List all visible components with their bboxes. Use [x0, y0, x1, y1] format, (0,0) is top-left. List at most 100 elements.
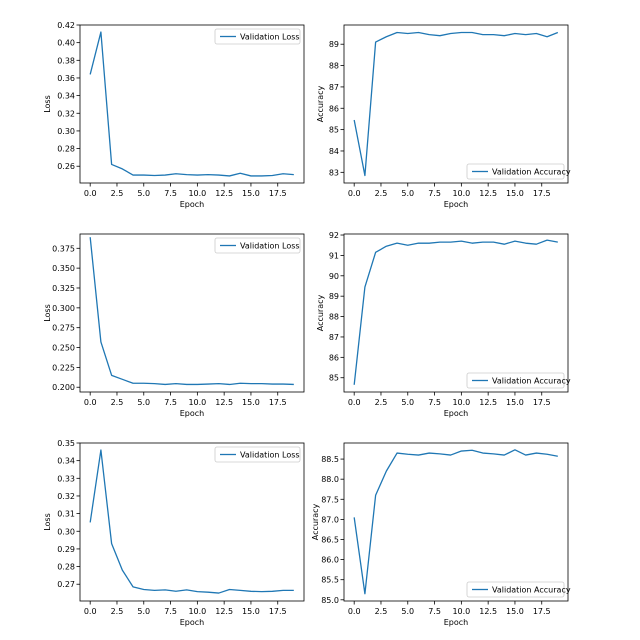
y-tick-label: 87: [329, 333, 339, 342]
y-tick-label: 0.28: [57, 563, 75, 572]
x-tick-label: 17.5: [533, 189, 551, 198]
legend: Validation Accuracy: [466, 581, 571, 598]
legend-label: Validation Loss: [240, 451, 300, 460]
y-tick-label: 0.275: [52, 324, 75, 333]
x-tick-label: 17.5: [269, 398, 287, 407]
y-tick-label: 0.34: [57, 92, 75, 101]
legend-label: Validation Accuracy: [492, 168, 571, 177]
x-tick-label: 15.0: [242, 189, 260, 198]
series-line-1: [353, 239, 558, 385]
subplot-2: 0.0 2.5 5.0 7.5 10.0 12.5 15.0 17.5 83 84 85 86 87 88…: [316, 24, 571, 209]
x-axis-label: Epoch: [444, 618, 469, 627]
axes-frame: [79, 24, 305, 184]
x-axis-label: Epoch: [180, 618, 205, 627]
y-axis-label: Loss: [43, 513, 52, 531]
x-tick-label: 2.5: [375, 398, 388, 407]
series-line-1: [353, 449, 558, 595]
y-tick-label: 88: [329, 313, 339, 322]
x-tick-label: 12.5: [479, 189, 497, 198]
x-tick-label: 7.5: [428, 189, 441, 198]
legend-box: [466, 581, 565, 598]
series-line-1: [89, 449, 294, 594]
subplot-5: 0.0 2.5 5.0 7.5 10.0 12.5 15.0 17.5 0.27 0.28 0.29…: [43, 439, 305, 627]
x-tick-label: 0.0: [348, 398, 361, 407]
legend-box: [214, 446, 301, 463]
y-tick-label: 0.28: [57, 145, 75, 154]
legend-box: [466, 372, 565, 389]
y-tick-label: 0.27: [57, 580, 75, 589]
x-tick-label: 15.0: [506, 189, 524, 198]
y-tick-label: 0.30: [57, 127, 75, 136]
x-tick-label: 7.5: [428, 398, 441, 407]
axes-frame: [343, 233, 569, 393]
legend-label: Validation Accuracy: [492, 377, 571, 386]
y-tick-label: 86: [329, 104, 339, 113]
x-tick-label: 10.0: [188, 607, 206, 616]
legend: Validation Accuracy: [466, 372, 571, 389]
x-tick-label: 17.5: [533, 607, 551, 616]
x-axis-label: Epoch: [180, 200, 205, 209]
y-tick-label: 0.36: [57, 74, 75, 83]
legend: Validation Loss: [214, 237, 301, 254]
x-tick-label: 15.0: [242, 607, 260, 616]
x-tick-label: 5.0: [137, 189, 150, 198]
y-tick-label: 89: [329, 40, 339, 49]
y-tick-label: 0.250: [52, 344, 75, 353]
x-tick-label: 12.5: [215, 189, 233, 198]
y-tick-label: 0.35: [57, 439, 75, 448]
x-tick-label: 12.5: [215, 398, 233, 407]
y-tick-label: 88: [329, 62, 339, 71]
y-tick-label: 87.0: [321, 515, 339, 524]
x-tick-label: 0.0: [84, 607, 97, 616]
x-tick-label: 10.0: [188, 398, 206, 407]
y-tick-label: 85: [329, 126, 339, 135]
x-tick-label: 17.5: [269, 607, 287, 616]
y-tick-label: 0.38: [57, 56, 75, 65]
y-tick-label: 91: [329, 251, 339, 260]
y-tick-label: 86: [329, 353, 339, 362]
x-tick-label: 15.0: [506, 398, 524, 407]
y-tick-label: 0.32: [57, 492, 75, 501]
x-axis-label: Epoch: [444, 200, 469, 209]
legend-box: [214, 28, 301, 45]
x-tick-label: 0.0: [84, 398, 97, 407]
y-tick-label: 0.225: [52, 363, 75, 372]
axes-frame: [343, 24, 569, 184]
x-tick-label: 10.0: [452, 398, 470, 407]
legend-box: [466, 163, 565, 180]
y-axis-label: Loss: [43, 304, 52, 322]
y-tick-label: 88.5: [321, 455, 339, 464]
y-tick-label: 0.200: [52, 383, 75, 392]
y-tick-label: 0.31: [57, 510, 75, 519]
x-tick-label: 12.5: [215, 607, 233, 616]
axes-frame: [343, 442, 569, 602]
y-tick-label: 90: [329, 272, 339, 281]
x-tick-label: 10.0: [452, 189, 470, 198]
x-tick-label: 15.0: [506, 607, 524, 616]
y-tick-label: 85.5: [321, 576, 339, 585]
y-axis-label: Accuracy: [311, 503, 320, 540]
x-tick-label: 5.0: [401, 398, 414, 407]
legend-box: [214, 237, 301, 254]
x-tick-label: 7.5: [164, 189, 177, 198]
y-tick-label: 0.26: [57, 162, 75, 171]
x-tick-label: 10.0: [188, 189, 206, 198]
legend: Validation Loss: [214, 446, 301, 463]
x-tick-label: 15.0: [242, 398, 260, 407]
subplot-3: 0.0 2.5 5.0 7.5 10.0 12.5 15.0 17.5 0.200 0.225 0.…: [43, 233, 305, 418]
x-tick-label: 0.0: [348, 607, 361, 616]
y-tick-label: 92: [329, 231, 339, 240]
y-tick-label: 83: [329, 168, 339, 177]
x-tick-label: 7.5: [428, 607, 441, 616]
x-tick-label: 0.0: [84, 189, 97, 198]
series-line-1: [353, 31, 559, 177]
y-axis-label: Accuracy: [316, 85, 325, 122]
subplot-4: 0.0 2.5 5.0 7.5 10.0 12.5 15.0 17.5 85 86 87 88 89 90…: [316, 231, 571, 418]
series-line-1: [89, 237, 294, 386]
y-tick-label: 0.30: [57, 527, 75, 536]
y-tick-label: 85: [329, 374, 339, 383]
subplot-1: 0.0 2.5 5.0 7.5 10.0 12.5 15.0 17.5 0.26 0.28 0.30…: [43, 21, 305, 209]
y-tick-label: 0.29: [57, 545, 75, 554]
x-tick-label: 5.0: [401, 607, 414, 616]
x-tick-label: 12.5: [479, 607, 497, 616]
